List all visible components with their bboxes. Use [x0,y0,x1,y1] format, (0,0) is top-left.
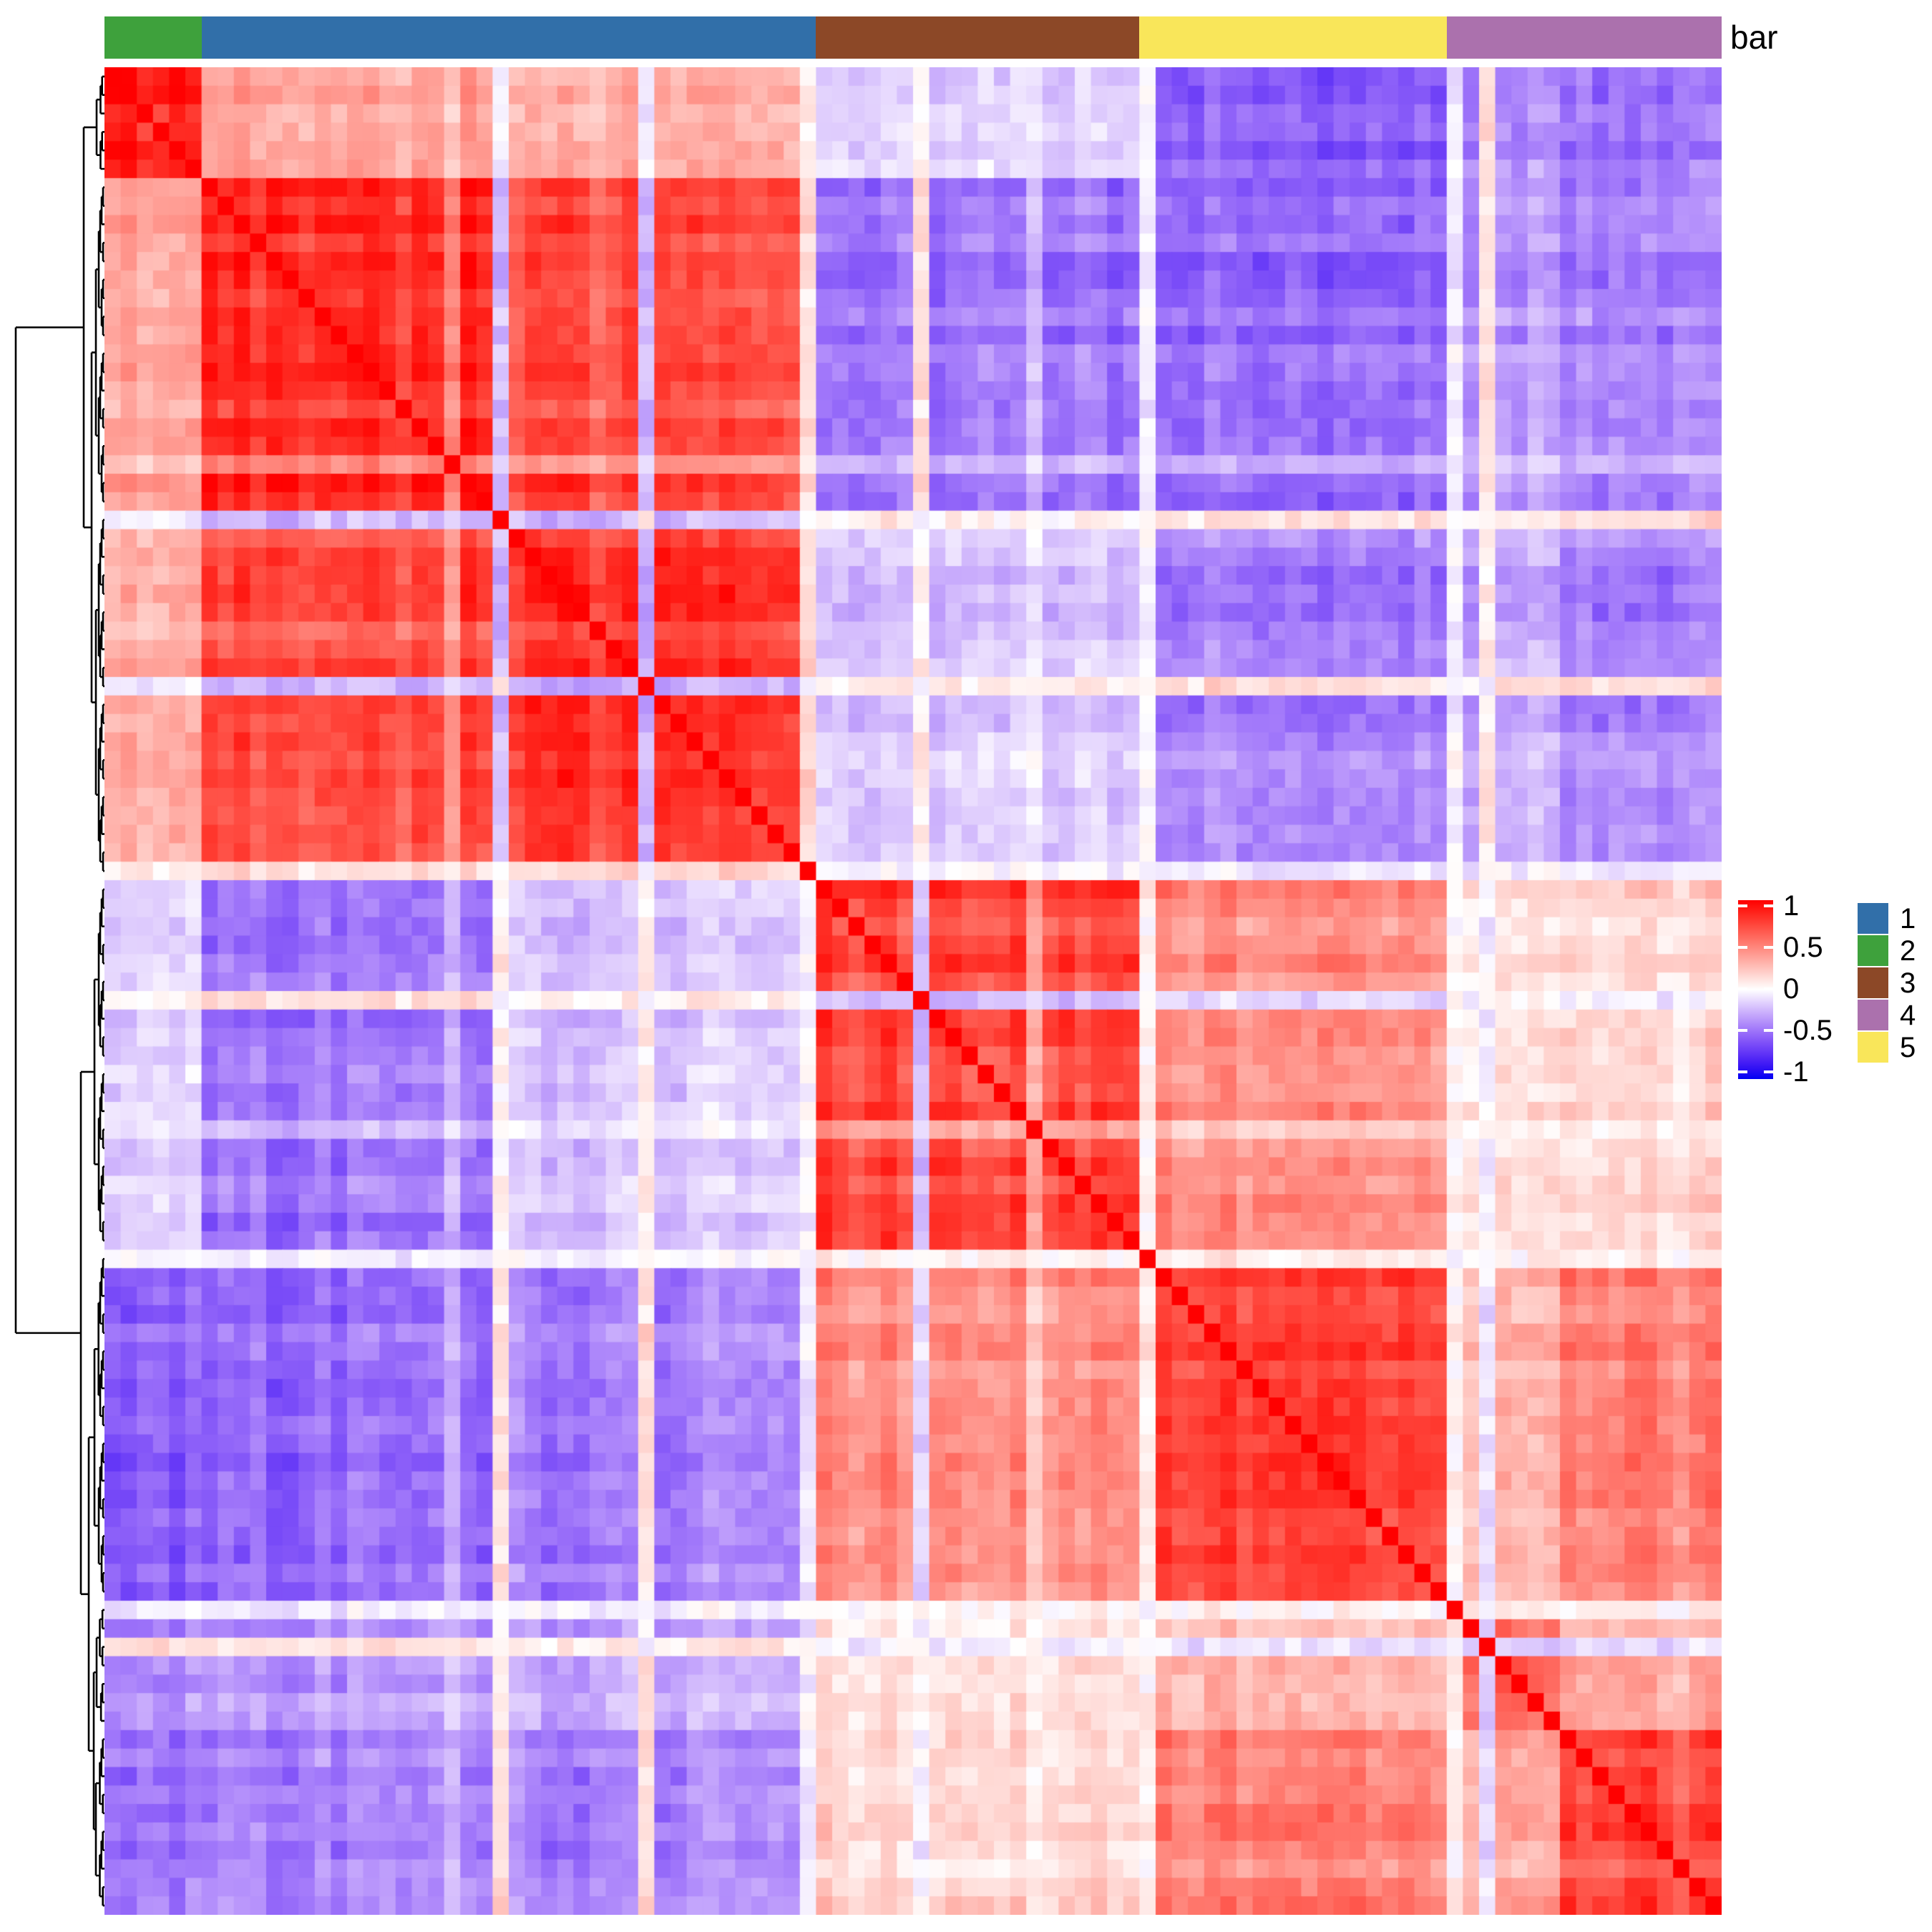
column-annotation-bar [104,16,1722,59]
colorbar-tick [1764,987,1773,990]
category-swatch-2 [1858,935,1888,966]
category-legend-item: 1 [1858,903,1932,935]
colorbar-legend: 1 0.5 0 -0.5 -1 [1738,892,1833,1086]
category-label: 4 [1900,1000,1916,1031]
colorbar-tick [1738,1070,1747,1073]
annotation-segment-4 [1446,16,1722,59]
colorbar-tick-label: 1 [1783,890,1800,922]
colorbar-tick-label: -0.5 [1783,1015,1833,1046]
category-label: 2 [1900,935,1916,967]
colorbar-tick [1764,1070,1773,1073]
annotation-segment-1 [201,16,816,59]
annotation-segment-5 [1139,16,1447,59]
category-label: 1 [1900,903,1916,935]
row-dendrogram [14,75,104,1907]
dendrogram-path [14,75,104,1907]
category-swatch-1 [1858,903,1888,934]
category-legend-item: 3 [1858,967,1932,999]
category-legend-item: 5 [1858,1032,1932,1063]
colorbar-tick [1738,904,1747,907]
colorbar-tick [1738,946,1747,949]
colorbar-tick [1764,904,1773,907]
colorbar-tick-label: -1 [1783,1056,1809,1088]
heatmap-canvas [104,67,1722,1915]
colorbar-tick-label: 0 [1783,973,1800,1005]
colorbar-tick [1764,946,1773,949]
category-legend-item: 2 [1858,935,1932,967]
category-label: 5 [1900,1032,1916,1063]
category-legend-item: 4 [1858,1000,1932,1031]
annotation-segment-2 [104,16,202,59]
colorbar-tick-label: 0.5 [1783,932,1823,963]
colorbar-tick [1738,1029,1747,1032]
category-swatch-5 [1858,1032,1888,1063]
annotation-title: bar [1730,19,1778,56]
category-label: 3 [1900,967,1916,999]
annotation-segment-3 [816,16,1140,59]
category-swatch-4 [1858,1000,1888,1030]
category-swatch-3 [1858,967,1888,998]
colorbar-tick [1738,987,1747,990]
colorbar-tick [1764,1029,1773,1032]
